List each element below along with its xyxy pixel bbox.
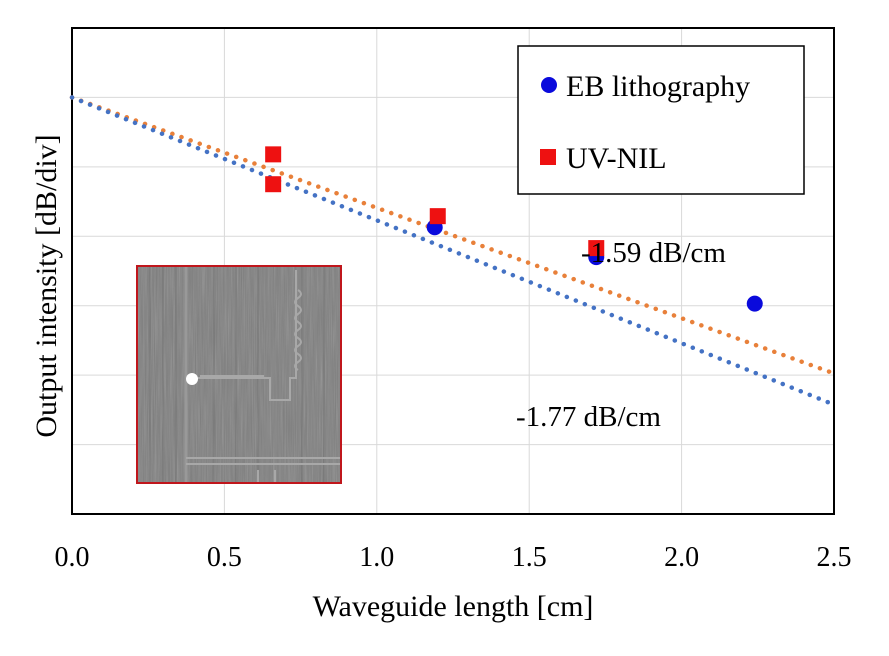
legend-marker-eb bbox=[541, 77, 557, 93]
annotation-eb-slope: -1.77 dB/cm bbox=[516, 401, 661, 433]
x-tick-labels: 0.0 0.5 1.0 1.5 2.0 2.5 bbox=[55, 542, 852, 573]
annotation-uvnil-slope: -1.59 dB/cm bbox=[581, 237, 726, 269]
uvnil-data-point bbox=[265, 146, 282, 163]
x-tick-label: 1.5 bbox=[512, 542, 547, 573]
legend-label-uvnil: UV-NIL bbox=[566, 142, 667, 175]
uvnil-data-point bbox=[265, 176, 282, 193]
x-tick-label: 2.0 bbox=[664, 542, 699, 573]
trendline-uvnil bbox=[69, 95, 837, 376]
x-tick-label: 0.0 bbox=[55, 542, 90, 573]
trendlines bbox=[69, 95, 837, 407]
legend-label-eb: EB lithography bbox=[566, 70, 750, 103]
data-markers bbox=[265, 146, 763, 312]
legend: EB lithography UV-NIL bbox=[517, 45, 805, 195]
x-tick-label: 2.5 bbox=[817, 542, 852, 573]
x-tick-label: 0.5 bbox=[207, 542, 242, 573]
uvnil-data-point bbox=[588, 240, 605, 257]
trendline-eb bbox=[69, 95, 837, 407]
x-tick-label: 1.0 bbox=[359, 542, 394, 573]
plot-area bbox=[71, 27, 835, 515]
y-axis-label: Output intensity [dB/div] bbox=[30, 134, 63, 437]
eb-data-point bbox=[746, 295, 763, 312]
legend-marker-uvnil bbox=[540, 149, 556, 165]
legend-box bbox=[517, 45, 805, 195]
uvnil-data-point bbox=[429, 208, 446, 225]
x-axis-label: Waveguide length [cm] bbox=[313, 590, 594, 623]
inset-micrograph bbox=[136, 265, 342, 484]
